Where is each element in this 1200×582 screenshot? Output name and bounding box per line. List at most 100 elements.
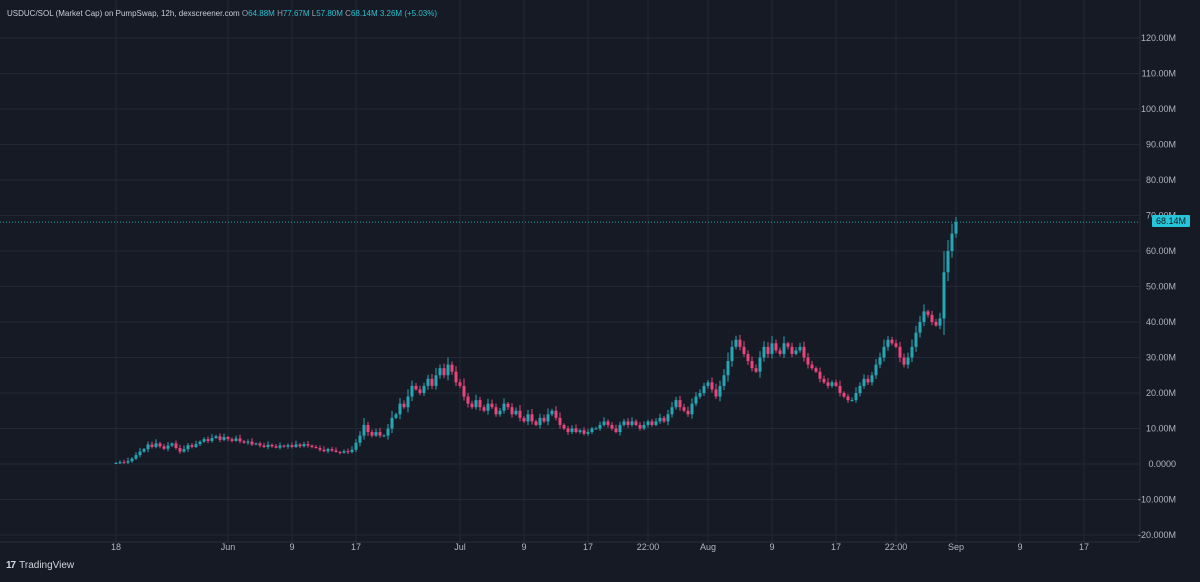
candle-body[interactable] bbox=[362, 424, 366, 436]
candle-body[interactable] bbox=[366, 424, 370, 433]
candle-body[interactable] bbox=[834, 382, 838, 386]
price-axis[interactable]: -20.000M -10.000M 0.0000 10.00M 20.00M 30.00M… bbox=[1138, 33, 1176, 540]
candle-body[interactable] bbox=[326, 449, 330, 452]
candle[interactable] bbox=[534, 419, 538, 427]
candle-body[interactable] bbox=[298, 444, 302, 447]
candle-body[interactable] bbox=[590, 428, 594, 433]
candle[interactable] bbox=[542, 414, 546, 423]
candle-body[interactable] bbox=[910, 346, 914, 358]
candle-body[interactable] bbox=[622, 421, 626, 425]
candle[interactable] bbox=[262, 442, 266, 449]
candle-body[interactable] bbox=[842, 393, 846, 397]
candle[interactable] bbox=[786, 341, 790, 350]
candle-body[interactable] bbox=[542, 417, 546, 422]
candle-body[interactable] bbox=[322, 449, 326, 452]
candle-body[interactable] bbox=[566, 428, 570, 433]
candle-body[interactable] bbox=[334, 450, 338, 452]
candle[interactable] bbox=[822, 375, 826, 384]
candle[interactable] bbox=[162, 443, 166, 450]
candle[interactable] bbox=[774, 339, 778, 353]
candle-body[interactable] bbox=[158, 443, 162, 447]
candle[interactable] bbox=[522, 415, 526, 423]
candle[interactable] bbox=[662, 415, 666, 423]
candle[interactable] bbox=[138, 447, 142, 458]
candle-body[interactable] bbox=[686, 410, 690, 415]
candle-body[interactable] bbox=[442, 368, 446, 376]
candle-body[interactable] bbox=[722, 375, 726, 386]
candle-body[interactable] bbox=[182, 449, 186, 452]
candle[interactable] bbox=[622, 418, 626, 427]
candle[interactable] bbox=[362, 418, 366, 440]
candle-body[interactable] bbox=[702, 385, 706, 393]
candle[interactable] bbox=[462, 378, 466, 401]
candle[interactable] bbox=[778, 347, 782, 357]
candle-body[interactable] bbox=[946, 251, 950, 273]
candle[interactable] bbox=[930, 310, 934, 326]
candle-body[interactable] bbox=[426, 378, 430, 386]
candle-body[interactable] bbox=[310, 445, 314, 447]
candle[interactable] bbox=[670, 401, 674, 418]
candle-body[interactable] bbox=[898, 346, 902, 358]
candle-body[interactable] bbox=[854, 393, 858, 401]
candle-body[interactable] bbox=[346, 451, 350, 453]
candle[interactable] bbox=[294, 440, 298, 448]
candle-body[interactable] bbox=[354, 442, 358, 450]
candle[interactable] bbox=[714, 383, 718, 400]
candle-body[interactable] bbox=[414, 385, 418, 390]
candle[interactable] bbox=[562, 423, 566, 431]
candle[interactable] bbox=[326, 447, 330, 454]
candle-body[interactable] bbox=[778, 350, 782, 354]
candle[interactable] bbox=[706, 379, 710, 389]
candle-body[interactable] bbox=[642, 424, 646, 429]
candle-body[interactable] bbox=[718, 385, 722, 397]
candle[interactable] bbox=[686, 406, 690, 417]
candle[interactable] bbox=[286, 443, 290, 449]
candle-body[interactable] bbox=[122, 462, 126, 464]
candle[interactable] bbox=[710, 377, 714, 393]
candle-body[interactable] bbox=[518, 410, 522, 418]
candle[interactable] bbox=[158, 441, 162, 449]
candle[interactable] bbox=[130, 457, 134, 463]
candle-body[interactable] bbox=[438, 368, 442, 376]
tradingview-logo[interactable]: 17 TradingView bbox=[6, 560, 74, 571]
candle-body[interactable] bbox=[522, 417, 526, 422]
candle-body[interactable] bbox=[574, 428, 578, 433]
candle[interactable] bbox=[510, 403, 514, 418]
candle-body[interactable] bbox=[410, 385, 414, 397]
candle[interactable] bbox=[854, 387, 858, 403]
candle-body[interactable] bbox=[506, 403, 510, 408]
candle-body[interactable] bbox=[246, 441, 250, 443]
candle[interactable] bbox=[406, 389, 410, 413]
candle[interactable] bbox=[338, 450, 342, 455]
candle[interactable] bbox=[218, 433, 222, 443]
candle-body[interactable] bbox=[698, 393, 702, 397]
candle-body[interactable] bbox=[670, 407, 674, 415]
candle-body[interactable] bbox=[514, 410, 518, 415]
candle-body[interactable] bbox=[150, 444, 154, 447]
candle[interactable] bbox=[678, 396, 682, 411]
candle[interactable] bbox=[246, 439, 250, 445]
candle[interactable] bbox=[630, 417, 634, 427]
candle[interactable] bbox=[886, 336, 890, 351]
candle-body[interactable] bbox=[490, 403, 494, 408]
candle[interactable] bbox=[626, 418, 630, 428]
candle[interactable] bbox=[650, 418, 654, 427]
candle-body[interactable] bbox=[918, 322, 922, 333]
candle[interactable] bbox=[142, 447, 146, 453]
candle-body[interactable] bbox=[562, 424, 566, 429]
candle[interactable] bbox=[638, 422, 642, 431]
candle[interactable] bbox=[346, 448, 350, 455]
candle[interactable] bbox=[866, 375, 870, 386]
candle[interactable] bbox=[862, 374, 866, 389]
candle[interactable] bbox=[726, 352, 730, 382]
candle-body[interactable] bbox=[930, 314, 934, 322]
candles[interactable] bbox=[114, 216, 958, 464]
candle[interactable] bbox=[738, 334, 742, 351]
candle[interactable] bbox=[198, 440, 202, 447]
candle-body[interactable] bbox=[830, 382, 834, 386]
candle-body[interactable] bbox=[554, 410, 558, 418]
candle-body[interactable] bbox=[402, 403, 406, 408]
candle-body[interactable] bbox=[254, 443, 258, 445]
candle-body[interactable] bbox=[170, 443, 174, 446]
candle[interactable] bbox=[874, 358, 878, 379]
